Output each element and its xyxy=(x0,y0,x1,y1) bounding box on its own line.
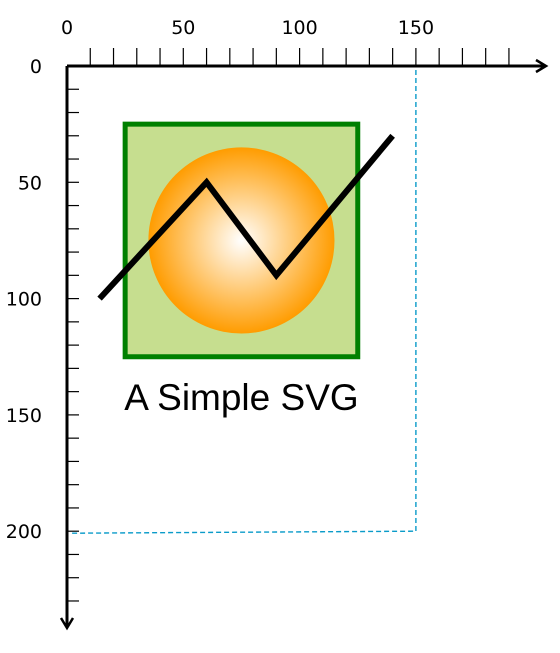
x-axis-tick-label: 50 xyxy=(171,17,195,39)
y-axis-arrow-icon xyxy=(59,617,75,631)
drawing: A Simple SVG xyxy=(97,121,395,418)
x-axis-tick-label: 100 xyxy=(281,17,317,39)
x-axis-arrow-icon xyxy=(535,58,549,74)
axes: 0 50 100 150 0 50 100 150 200 xyxy=(6,17,549,631)
y-axis-tick-label: 100 xyxy=(6,289,42,311)
y-axis-tick-label: 150 xyxy=(6,405,42,427)
viewport-outline xyxy=(70,70,417,534)
diagram-caption: A Simple SVG xyxy=(124,377,358,418)
viewport-boundary xyxy=(70,70,417,534)
x-axis-tick-label: 150 xyxy=(398,17,434,39)
zigzag-line xyxy=(97,133,395,301)
y-axis-tick-label: 50 xyxy=(18,172,42,194)
y-axis-tick-label: 200 xyxy=(6,521,42,543)
y-axis-tick-label: 0 xyxy=(30,56,42,78)
x-axis-tick-label: 0 xyxy=(61,17,73,39)
